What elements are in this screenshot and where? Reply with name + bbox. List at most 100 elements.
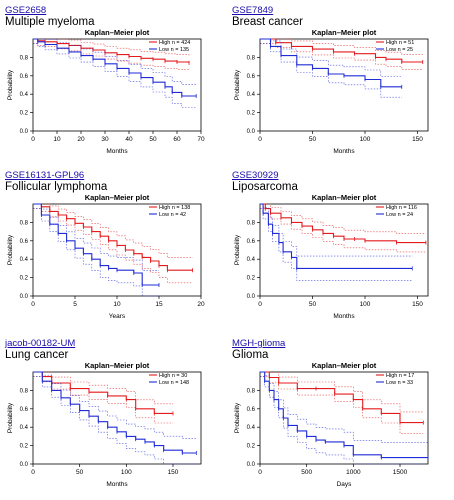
y-tick-label: 0.2	[247, 276, 256, 282]
chart-title: Kaplan–Meier plot	[85, 193, 150, 202]
low-ci-upper	[260, 203, 413, 257]
x-tick-label: 15	[155, 301, 163, 308]
plot-frame	[32, 371, 202, 465]
y-axis-label: Probability	[234, 69, 241, 100]
y-axis-label: Probability	[234, 402, 241, 433]
y-tick-label: 0.0	[247, 294, 256, 300]
disease-label: Glioma	[232, 349, 269, 361]
low-ci-lower	[260, 208, 413, 281]
y-tick-label: 0.8	[247, 220, 256, 226]
x-tick-label: 1500	[393, 469, 408, 476]
low-survival-curve	[33, 38, 197, 97]
x-tick-label: 60	[173, 136, 181, 143]
x-axis-label: Months	[106, 148, 128, 155]
y-tick-label: 0.2	[247, 111, 256, 117]
x-tick-label: 50	[309, 301, 317, 308]
legend-low-label: Low n = 135	[159, 47, 189, 53]
x-tick-label: 150	[412, 301, 423, 308]
y-tick-label: 0.2	[20, 444, 29, 450]
high-ci-upper	[33, 203, 193, 258]
km-chart: Kaplan–Meier plot 0 500 1000 1500 0.0 0.2 0.4 0.…	[234, 361, 429, 488]
y-tick-label: 0.4	[20, 425, 29, 431]
y-axis-label: Probability	[7, 69, 14, 100]
km-chart: Kaplan–Meier plot 0 10 20 30 40 50 60 70 0.0 0.2 0.…	[7, 28, 205, 155]
high-survival-curve	[260, 38, 423, 63]
high-ci-lower	[260, 43, 423, 70]
low-survival-curve	[260, 371, 428, 459]
x-tick-label: 500	[301, 469, 312, 476]
y-tick-label: 0.0	[247, 129, 256, 135]
high-ci-lower	[33, 376, 173, 424]
x-axis-label: Days	[337, 481, 353, 488]
disease-label: Multiple myeloma	[5, 16, 95, 28]
low-ci-upper	[33, 38, 197, 85]
high-ci-upper	[260, 371, 424, 413]
disease-label: Lung cancer	[5, 349, 69, 361]
x-tick-label: 0	[31, 301, 35, 308]
x-tick-label: 1000	[346, 469, 361, 476]
plot-frame	[259, 371, 429, 465]
low-ci-upper	[260, 38, 402, 77]
km-chart: Kaplan–Meier plot 0 50 100 150 0.0 0.2 0.4 0.6 0.…	[234, 193, 429, 320]
low-ci-lower	[260, 376, 428, 465]
km-panel-gse16131: GSE16131-GPL96 Follicular lymphoma Kapla…	[5, 170, 230, 330]
legend-low-label: Low n = 25	[386, 47, 413, 53]
x-tick-label: 30	[101, 136, 109, 143]
km-panel-mgh-glioma: MGH-glioma Glioma Kaplan–Meier plot 0 500 1…	[232, 338, 454, 498]
low-survival-curve	[260, 38, 402, 88]
legend-low-label: Low n = 148	[159, 380, 189, 386]
dataset-link[interactable]: MGH-glioma	[232, 338, 286, 349]
x-tick-label: 150	[412, 136, 423, 143]
dataset-link[interactable]: jacob-00182-UM	[5, 338, 76, 349]
y-tick-label: 0.2	[247, 444, 256, 450]
x-tick-label: 0	[258, 136, 262, 143]
km-panel-gse30929: GSE30929 Liposarcoma Kaplan–Meier plot 0 5…	[232, 170, 454, 330]
x-tick-label: 100	[360, 136, 371, 143]
low-ci-lower	[33, 43, 197, 108]
dataset-link[interactable]: GSE2658	[5, 5, 47, 16]
y-tick-label: 0.6	[20, 74, 29, 80]
x-tick-label: 0	[31, 469, 35, 476]
legend-low-label: Low n = 33	[386, 380, 413, 386]
legend-high-label: High n = 30	[159, 373, 187, 379]
x-tick-label: 20	[77, 136, 85, 143]
dataset-link[interactable]: GSE30929	[232, 170, 279, 181]
legend-high-label: High n = 17	[386, 373, 414, 379]
y-tick-label: 0.6	[247, 239, 256, 245]
dataset-link[interactable]: GSE7849	[232, 5, 274, 16]
y-tick-label: 0.4	[247, 425, 256, 431]
legend-low-label: Low n = 24	[386, 212, 413, 218]
x-tick-label: 150	[168, 469, 179, 476]
km-panel-gse7849: GSE7849 Breast cancer Kaplan–Meier plot 0…	[232, 5, 454, 165]
y-tick-label: 0.6	[247, 74, 256, 80]
y-tick-label: 0.6	[20, 407, 29, 413]
y-tick-label: 0.2	[20, 111, 29, 117]
low-survival-curve	[260, 203, 413, 269]
y-tick-label: 0.0	[20, 294, 29, 300]
dataset-link[interactable]: GSE16131-GPL96	[5, 170, 85, 181]
chart-title: Kaplan–Meier plot	[312, 193, 377, 202]
km-panel-gse2658: GSE2658 Multiple myeloma Kaplan–Meier pl…	[5, 5, 230, 165]
y-tick-label: 0.4	[20, 92, 29, 98]
low-ci-upper	[260, 371, 428, 443]
chart-title: Kaplan–Meier plot	[312, 361, 377, 370]
x-tick-label: 0	[258, 469, 262, 476]
y-tick-label: 0.0	[20, 462, 29, 468]
x-tick-label: 5	[73, 301, 77, 308]
high-ci-upper	[260, 38, 423, 55]
high-survival-curve	[33, 371, 173, 414]
x-tick-label: 40	[125, 136, 133, 143]
y-axis-label: Probability	[7, 402, 14, 433]
y-tick-label: 0.6	[20, 239, 29, 245]
y-tick-label: 0.8	[20, 388, 29, 394]
low-survival-curve	[33, 203, 159, 286]
y-tick-label: 0.4	[247, 92, 256, 98]
y-tick-label: 0.8	[247, 55, 256, 61]
x-tick-label: 20	[197, 301, 205, 308]
x-tick-label: 10	[113, 301, 121, 308]
km-chart: Kaplan–Meier plot 0 50 100 150 0.0 0.2 0.4 0.6 0.…	[7, 361, 202, 488]
chart-title: Kaplan–Meier plot	[312, 28, 377, 37]
x-axis-label: Months	[333, 313, 355, 320]
y-tick-label: 0.2	[20, 276, 29, 282]
legend-high-label: High n = 424	[159, 40, 190, 46]
